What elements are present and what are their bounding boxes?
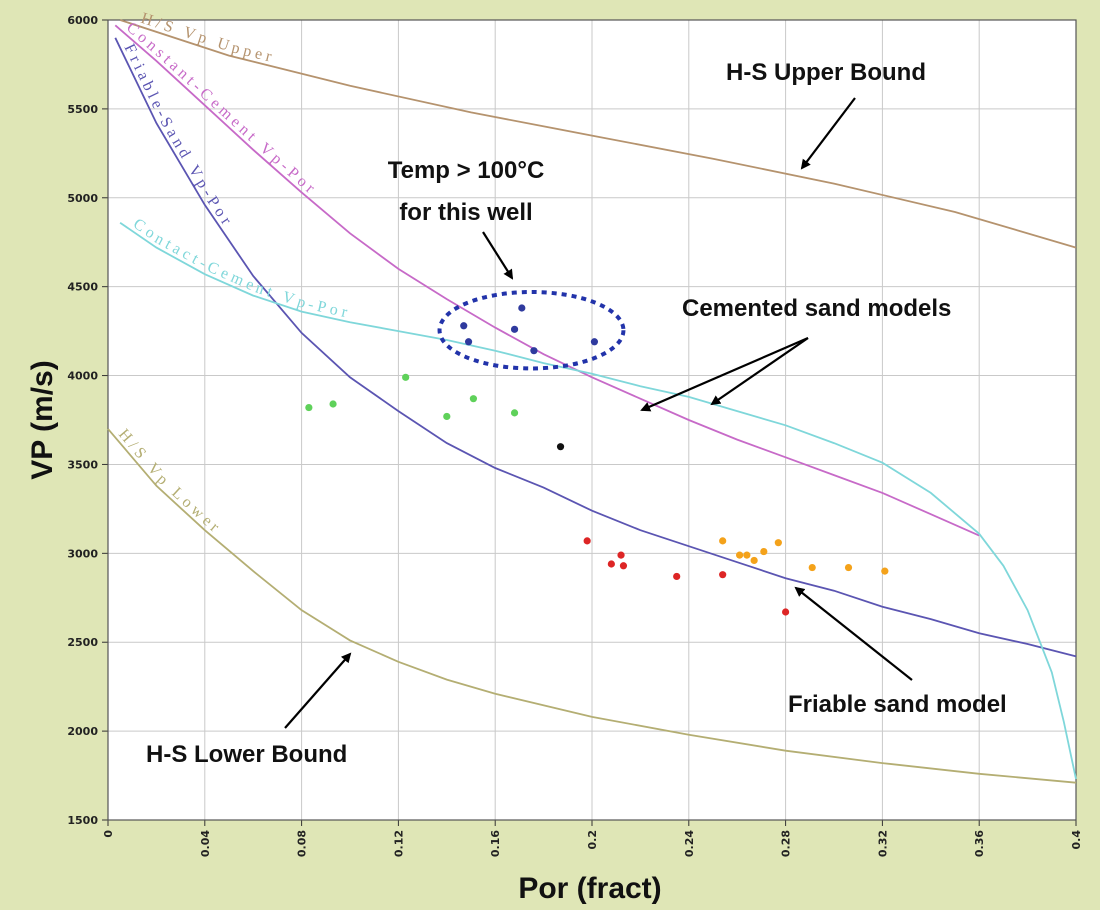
y-tick-label: 3000 (67, 547, 98, 560)
x-tick-label: 0.28 (780, 830, 793, 857)
grid (102, 19, 1077, 826)
data-point-green-points (305, 403, 313, 412)
annotations (284, 97, 913, 729)
series-line-hs-upper (119, 19, 1077, 249)
data-points (305, 304, 889, 616)
annotation-cemented: Cemented sand models (682, 295, 951, 322)
annotation-arrow (284, 652, 352, 729)
data-point-red-points (619, 562, 628, 570)
series-line-constant-cement (114, 24, 980, 537)
data-point-blue-points (530, 347, 538, 355)
data-point-orange-points (844, 563, 853, 572)
data-point-red-points (607, 560, 615, 568)
x-axis-title: Por (fract) (518, 872, 661, 905)
x-tick-label: 0.16 (489, 830, 502, 857)
data-point-orange-points (719, 537, 727, 545)
y-tick-label: 5500 (67, 103, 98, 116)
data-point-orange-points (750, 556, 758, 565)
data-point-orange-points (774, 539, 782, 547)
x-tick-label: 0.24 (683, 830, 696, 857)
y-tick-label: 2000 (67, 725, 98, 738)
data-point-orange-points (760, 547, 768, 556)
data-point-red-points (719, 571, 727, 579)
y-tick-label: 5000 (67, 192, 98, 205)
annotation-arrow (800, 97, 856, 170)
y-tick-label: 4000 (67, 370, 98, 383)
x-tick-label: 0.04 (199, 830, 212, 857)
data-point-black-points (556, 443, 565, 451)
y-tick-label: 1500 (67, 814, 98, 827)
plot-border (107, 19, 1077, 821)
annotation-arrow (482, 231, 514, 280)
annotation-temp-line1: Temp > 100°C (388, 157, 545, 184)
data-point-green-points (510, 409, 519, 417)
x-tick-label: 0.4 (1070, 830, 1083, 850)
series-line-contact-cement (119, 221, 1077, 780)
data-point-green-points (402, 373, 410, 381)
data-point-blue-points (590, 338, 599, 346)
x-tick-label: 0.08 (296, 830, 309, 857)
highlight-ellipse (437, 290, 626, 371)
y-tick-label: 4500 (67, 281, 98, 294)
y-axis-title: VP (m/s) (26, 360, 59, 480)
curves (107, 19, 1077, 784)
data-point-blue-points (460, 322, 468, 330)
data-point-blue-points (464, 338, 473, 346)
data-point-red-points (617, 551, 625, 559)
y-tick-label: 3500 (67, 458, 98, 471)
data-point-green-points (443, 412, 451, 421)
x-tick-label: 0.2 (586, 830, 599, 850)
annotation-hs-lower: H-S Lower Bound (146, 741, 347, 768)
data-point-blue-points (518, 304, 526, 312)
annotation-arrow (710, 337, 809, 406)
x-tick-label: 0.32 (876, 830, 889, 857)
data-point-red-points (583, 537, 591, 545)
tick-labels: 0 0.04 0.08 0.12 0.16 0.2 0.24 0.28 0.32 0.36 0.4 1… (67, 14, 1083, 857)
x-tick-label: 0 (102, 830, 115, 838)
x-tick-label: 0.36 (973, 830, 986, 857)
data-point-orange-points (736, 551, 744, 559)
annotation-arrow (794, 586, 913, 681)
data-point-red-points (782, 608, 790, 616)
annotation-friable: Friable sand model (788, 691, 1007, 718)
data-point-green-points (329, 400, 337, 408)
data-point-orange-points (808, 563, 816, 572)
annotation-temp-line2: for this well (399, 199, 532, 226)
y-tick-label: 6000 (67, 14, 98, 27)
series-line-hs-lower (107, 428, 1077, 784)
y-tick-label: 2500 (67, 636, 98, 649)
data-point-orange-points (881, 567, 889, 575)
data-point-orange-points (743, 551, 751, 559)
series-line-friable-sand (114, 37, 1077, 658)
annotation-hs-upper: H-S Upper Bound (726, 59, 926, 86)
data-point-red-points (673, 572, 681, 581)
data-point-green-points (469, 395, 478, 403)
x-tick-label: 0.12 (392, 830, 405, 857)
annotation-arrow (640, 336, 809, 412)
data-point-blue-points (510, 325, 519, 333)
